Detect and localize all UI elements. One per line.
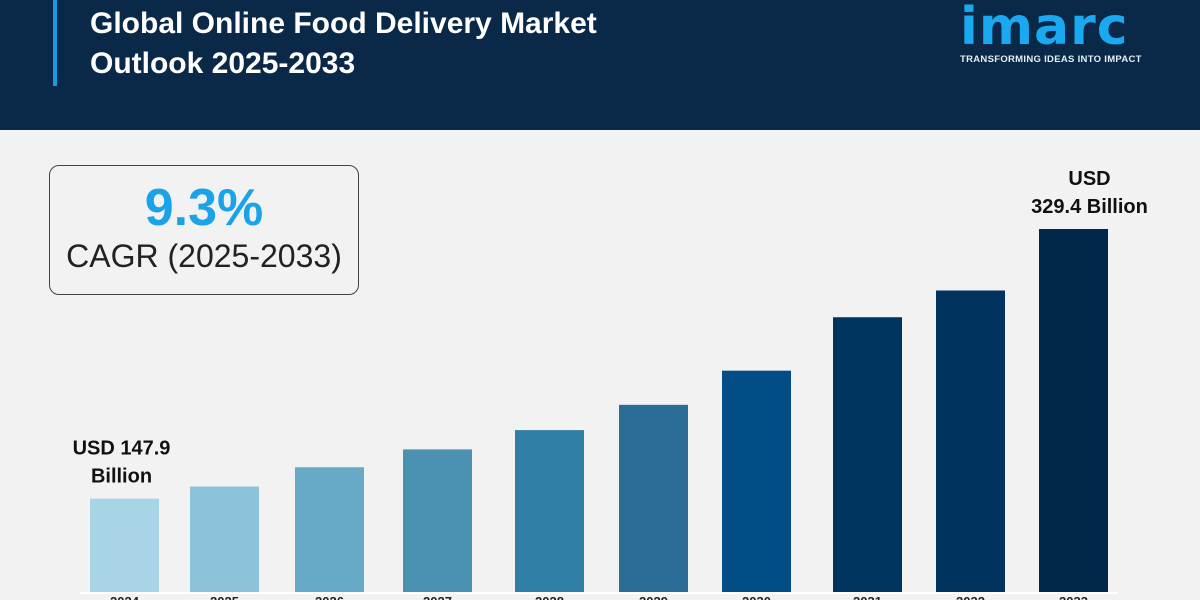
bar-2027 (403, 449, 472, 592)
x-tick-label: 2033 (1059, 594, 1088, 600)
x-tick-label: 2031 (853, 594, 882, 600)
x-tick-label: 2027 (423, 594, 452, 600)
title-line-1: Global Online Food Delivery Market (90, 7, 597, 40)
bar-2028 (515, 430, 584, 592)
cagr-label: CAGR (2025-2033) (66, 238, 342, 274)
data-label: USD 147.9 (73, 438, 171, 460)
x-tick-label: 2028 (535, 594, 564, 600)
x-tick-label: 2032 (956, 594, 985, 600)
page-title: Global Online Food Delivery Market Outlo… (90, 4, 597, 84)
accent-bar (53, 0, 57, 86)
bar-2029 (619, 404, 688, 592)
bar-2024 (90, 498, 159, 592)
logo-word: imarc (960, 0, 1129, 57)
x-tick-label: 2029 (639, 594, 668, 600)
header: Global Online Food Delivery Market Outlo… (0, 0, 1200, 130)
bar-2030 (722, 370, 791, 592)
x-tick-label: 2024 (110, 594, 140, 600)
title-line-2: Outlook 2025-2033 (90, 47, 356, 80)
x-tick-label: 2025 (210, 594, 239, 600)
bar-2026 (295, 467, 364, 592)
cagr-value: 9.3% (144, 179, 264, 237)
data-label: USD (1068, 168, 1110, 190)
bar-2032 (936, 290, 1005, 592)
bar-2031 (833, 317, 902, 592)
x-tick-label: 2026 (315, 594, 344, 600)
imarc-logo: imarc TRANSFORMING IDEAS INTO IMPACT (960, 0, 1172, 65)
data-label: 329.4 Billion (1031, 196, 1148, 218)
bar-2025 (190, 486, 259, 592)
logo-tagline: TRANSFORMING IDEAS INTO IMPACT (960, 54, 1142, 65)
bar-2033 (1039, 229, 1108, 592)
cagr-box: 9.3% CAGR (2025-2033) (49, 165, 359, 295)
data-label: Billion (91, 466, 152, 488)
x-tick-label: 2030 (742, 594, 771, 600)
